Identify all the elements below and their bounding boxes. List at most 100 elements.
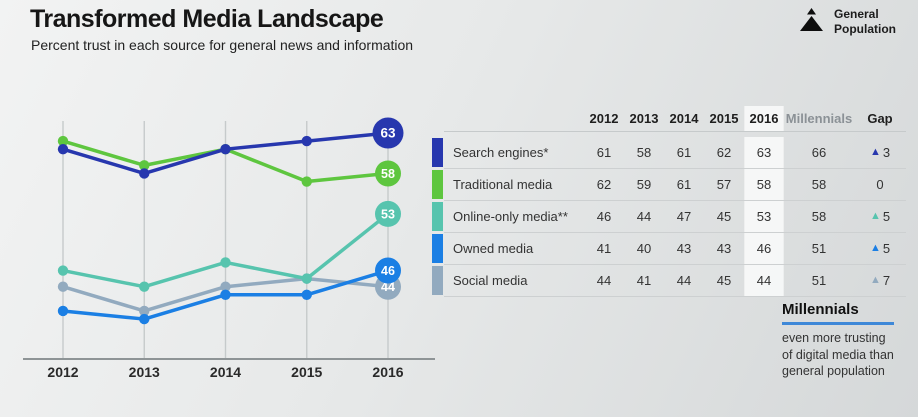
note-line: general population (782, 364, 885, 378)
note-line: even more trusting (782, 331, 886, 345)
row-label-social-media: Social media (444, 265, 584, 297)
row-color-chip-cell (432, 201, 444, 232)
series-color-chip (432, 138, 443, 167)
table-cell-value: 44 (584, 265, 624, 297)
end-value-label: 53 (381, 207, 395, 221)
data-point-search-engines (301, 135, 312, 147)
gap-up-triangle-icon: ▲ (869, 146, 881, 158)
data-point-traditional-media (301, 176, 312, 187)
table-cell-gap: ▲ 5 (854, 201, 906, 233)
table-cell-millennials: 51 (784, 265, 854, 297)
gap-up-triangle-icon: ▲ (869, 210, 881, 222)
end-value-badge-search-engines (372, 117, 404, 149)
row-color-chip-cell (432, 169, 444, 200)
x-axis-tick: 2014 (210, 364, 241, 380)
note-line: of digital media than (782, 347, 894, 362)
table-cell-gap: ▲ 3 (854, 137, 906, 169)
table-header-year-2012: 2012 (584, 106, 624, 132)
row-color-chip-cell (432, 137, 444, 168)
end-value-badge-traditional-media (375, 160, 401, 187)
table-cell-value: 41 (584, 233, 624, 265)
table-cell-value: 45 (704, 265, 744, 297)
series-color-chip (432, 202, 443, 231)
legend-line-1: General (834, 7, 879, 21)
data-point-social-media (220, 281, 231, 292)
row-label-owned-media: Owned media (444, 233, 584, 265)
table-cell-value: 45 (704, 201, 744, 233)
trust-data-table: 2012 2013 2014 2015 2016 Millennials Gap Search… (432, 106, 906, 297)
data-point-online-only-media (301, 273, 312, 284)
data-point-online-only-media (139, 281, 150, 292)
table-cell-value: 47 (664, 201, 704, 233)
table-cell-value: 44 (624, 201, 664, 233)
table-cell-value: 61 (664, 169, 704, 201)
table-cell-value: 43 (704, 233, 744, 265)
note-title: Millennials (782, 301, 894, 325)
table-header-year-2013: 2013 (624, 106, 664, 132)
table-cell-gap: 0 (854, 169, 906, 201)
general-population-legend: General Population (798, 7, 896, 37)
data-point-owned-media (220, 289, 231, 300)
data-point-owned-media (57, 305, 69, 317)
end-value-label: 46 (381, 264, 395, 278)
mountain-triangle-icon (798, 7, 825, 37)
table-cell-value: 44 (664, 265, 704, 297)
page-subtitle: Percent trust in each source for general… (31, 37, 414, 53)
table-header-source (444, 106, 584, 132)
data-point-social-media (57, 281, 69, 292)
row-label-search-engines: Search engines* (444, 137, 584, 169)
series-color-chip (432, 234, 443, 263)
table-cell-value: 59 (624, 169, 664, 201)
table-cell-value: 41 (624, 265, 664, 297)
data-point-search-engines (220, 143, 231, 155)
table-header-year-2014: 2014 (664, 106, 704, 132)
table-cell-millennials: 51 (784, 233, 854, 265)
table-header-year-2015: 2015 (704, 106, 744, 132)
table-cell-gap: ▲ 7 (854, 265, 906, 297)
table-cell-value: 46 (744, 233, 784, 265)
x-axis-tick: 2013 (129, 364, 160, 380)
data-point-traditional-media (139, 160, 150, 171)
table-cell-millennials: 58 (784, 201, 854, 233)
table-cell-value: 57 (704, 169, 744, 201)
page-title: Transformed Media Landscape (30, 5, 384, 33)
general-population-label: General Population (834, 7, 896, 37)
table-cell-value: 43 (664, 233, 704, 265)
end-value-label: 44 (381, 280, 395, 294)
table-cell-value: 40 (624, 233, 664, 265)
row-color-chip-cell (432, 265, 444, 296)
table-cell-value: 53 (744, 201, 784, 233)
data-point-search-engines (57, 143, 69, 155)
series-color-chip (432, 266, 443, 295)
table-cell-gap: ▲ 5 (854, 233, 906, 265)
gap-up-triangle-icon: ▲ (869, 274, 881, 286)
data-point-traditional-media (57, 135, 69, 147)
table-header-year-2016: 2016 (744, 106, 784, 132)
table-cell-value: 58 (744, 169, 784, 201)
data-point-search-engines (139, 168, 150, 179)
end-value-badge-online-only-media (375, 200, 401, 227)
table-cell-millennials: 66 (784, 137, 854, 169)
legend-line-2: Population (834, 22, 896, 36)
table-cell-value: 44 (744, 265, 784, 297)
series-color-chip (432, 170, 443, 199)
row-label-online-only-media: Online-only media** (444, 201, 584, 233)
table-cell-value: 46 (584, 201, 624, 233)
x-axis-tick: 2015 (291, 364, 322, 380)
table-cell-value: 58 (624, 137, 664, 169)
end-value-label: 63 (380, 126, 396, 141)
end-value-badge-owned-media (375, 257, 401, 284)
data-point-owned-media (301, 289, 312, 300)
table-header-millennials: Millennials (784, 106, 854, 132)
end-value-label: 58 (381, 167, 395, 181)
table-header-gap: Gap (854, 106, 906, 132)
table-cell-value: 63 (744, 137, 784, 169)
note-body: even more trusting of digital media than… (782, 330, 894, 380)
table-corner-spacer (432, 106, 444, 137)
millennials-note: Millennials even more trusting of digita… (782, 301, 894, 380)
table-cell-millennials: 58 (784, 169, 854, 201)
row-label-traditional-media: Traditional media (444, 169, 584, 201)
x-axis-tick: 2012 (47, 364, 78, 380)
trust-line-chart: 2012 2013 2014 2015 2016 44 53 46 58 63 (15, 105, 445, 405)
